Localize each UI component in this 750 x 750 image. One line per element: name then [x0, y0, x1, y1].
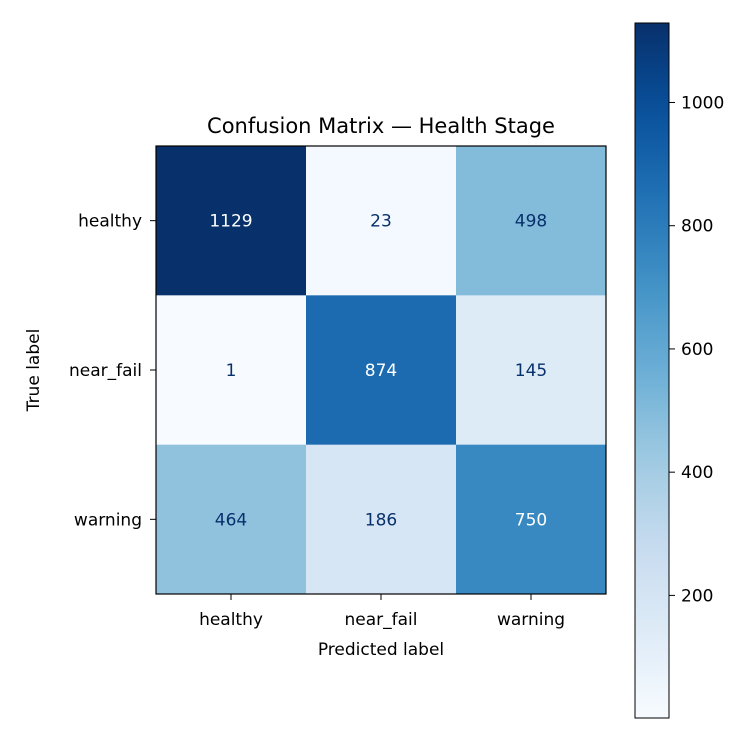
cell-value-label: 186: [365, 510, 397, 530]
colorbar-tick-label: 200: [681, 586, 713, 606]
cell-value-label: 1: [226, 361, 237, 381]
y-tick-label: healthy: [78, 212, 142, 232]
cell-value-label: 464: [215, 510, 247, 530]
y-tick-label: near_fail: [69, 361, 142, 381]
cell-value-label: 1129: [209, 212, 252, 232]
cell-value-label: 23: [370, 212, 392, 232]
heatmap-cells: 1129 23 498 1 874 145 464 186 750: [156, 146, 607, 595]
colorbar-tick-label: 400: [681, 463, 713, 483]
x-tick-label: near_fail: [345, 610, 418, 630]
x-tick-label: warning: [497, 610, 565, 630]
colorbar-tick-label: 600: [681, 340, 713, 360]
heatmap-cell: [456, 295, 607, 446]
x-axis-label: Predicted label: [318, 640, 444, 660]
heatmap-cell: [456, 146, 607, 296]
cell-value-label: 498: [515, 212, 547, 232]
colorbar-tick-label: 1000: [681, 93, 724, 113]
colorbar-ticks: 200 400 600 800 1000: [669, 93, 724, 606]
chart-title: Confusion Matrix — Health Stage: [207, 114, 555, 138]
y-axis-label: True label: [24, 329, 44, 413]
x-tick-label: healthy: [199, 610, 263, 630]
x-axis-ticks: healthy near_fail warning: [199, 594, 565, 630]
heatmap-cell: [306, 444, 457, 595]
heatmap-cell: [156, 146, 307, 296]
colorbar: [634, 22, 670, 719]
heatmap-cell: [456, 444, 607, 595]
cell-value-label: 874: [365, 361, 397, 381]
heatmap-cell: [306, 295, 457, 446]
cell-value-label: 750: [515, 510, 547, 530]
heatmap-cell: [156, 444, 307, 595]
heatmap-cell: [156, 295, 307, 446]
colorbar-tick-label: 800: [681, 217, 713, 237]
cell-value-label: 145: [515, 361, 547, 381]
heatmap-cell: [306, 146, 457, 296]
y-tick-label: warning: [74, 510, 142, 530]
